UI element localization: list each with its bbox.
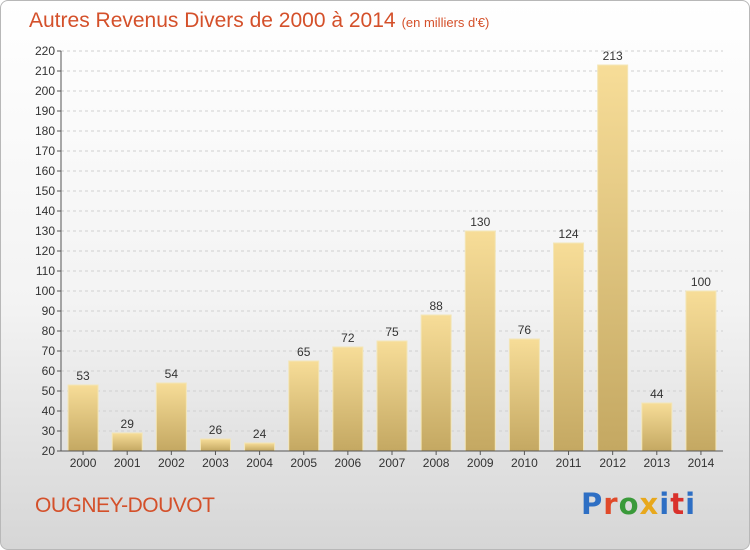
x-tick-label-2011: 2011	[556, 456, 582, 470]
y-tick-label: 220	[35, 44, 55, 58]
y-tick-label: 160	[35, 164, 55, 178]
proxiti-logo[interactable]: Proxiti	[581, 487, 696, 521]
bar-2009	[464, 230, 496, 452]
x-axis: 2000 2001 2002 2003 2004 2005 2006 2007 2008 2009…	[61, 450, 723, 470]
bar-2008	[420, 314, 452, 452]
chart-subtitle: (en milliers d'€)	[401, 15, 490, 30]
bar-2014	[685, 290, 717, 452]
logo-letter: t	[670, 487, 686, 521]
data-label-2006: 72	[341, 331, 355, 345]
y-tick-label: 130	[35, 224, 55, 238]
y-tick-label: 150	[35, 184, 55, 198]
y-tick-label: 170	[35, 144, 55, 158]
y-tick-label: 120	[35, 244, 55, 258]
data-label-2014: 100	[691, 275, 711, 289]
bar-2012	[597, 64, 629, 452]
data-label-2005: 65	[297, 345, 311, 359]
y-tick-label: 180	[35, 124, 55, 138]
bar-2006	[332, 346, 364, 452]
data-labels: 53 29 54 26 24 65 72 75 88 130 76 124 213 44 100	[76, 49, 711, 441]
x-tick-label-2009: 2009	[467, 456, 494, 470]
bar-2013	[641, 402, 673, 452]
y-tick-label: 50	[42, 384, 56, 398]
logo-letter: r	[603, 487, 619, 521]
logo-letter: i	[659, 487, 671, 521]
y-tick-label: 80	[42, 324, 56, 338]
logo-letter: i	[685, 487, 697, 521]
x-tick-label-2002: 2002	[158, 456, 185, 470]
bar-2002	[155, 382, 187, 452]
data-label-2008: 88	[429, 299, 443, 313]
y-tick-label: 30	[42, 424, 56, 438]
logo-letter: x	[639, 487, 660, 521]
x-tick-label-2006: 2006	[335, 456, 362, 470]
x-tick-label-2013: 2013	[643, 456, 670, 470]
bar-2004	[244, 442, 276, 452]
data-label-2009: 130	[470, 215, 490, 229]
bar-2011	[553, 242, 585, 452]
data-label-2000: 53	[76, 369, 90, 383]
chart-title-text: Autres Revenus Divers de 2000 à 2014	[29, 9, 396, 32]
y-tick-label: 100	[35, 284, 55, 298]
x-tick-label-2005: 2005	[290, 456, 317, 470]
bar-2010	[508, 338, 540, 452]
x-tick-label-2010: 2010	[511, 456, 538, 470]
x-tick-label-2001: 2001	[114, 456, 141, 470]
data-label-2012: 213	[603, 49, 623, 63]
y-tick-label: 200	[35, 84, 55, 98]
data-label-2003: 26	[209, 423, 223, 437]
data-label-2013: 44	[650, 387, 664, 401]
data-label-2010: 76	[518, 323, 532, 337]
y-tick-label: 60	[42, 364, 56, 378]
logo-letter: P	[581, 487, 604, 521]
x-tick-label-2014: 2014	[688, 456, 715, 470]
y-tick-label: 40	[42, 404, 56, 418]
y-tick-label: 140	[35, 204, 55, 218]
y-axis: 20 30 40 50 60 70 80 90 100 110 120 130 140 150 160 170…	[35, 44, 62, 458]
town-name: OUGNEY-DOUVOT	[35, 494, 215, 517]
bar-2007	[376, 340, 408, 452]
data-label-2002: 54	[165, 367, 179, 381]
y-tick-label: 190	[35, 104, 55, 118]
bar-2001	[111, 432, 143, 452]
x-tick-label-2003: 2003	[202, 456, 229, 470]
y-tick-label: 90	[42, 304, 56, 318]
bar-2003	[199, 438, 231, 452]
bar-2000	[67, 384, 99, 452]
y-tick-label: 70	[42, 344, 56, 358]
x-tick-label-2008: 2008	[423, 456, 450, 470]
y-tick-label: 20	[42, 444, 56, 458]
y-tick-label: 210	[35, 64, 55, 78]
data-label-2004: 24	[253, 427, 267, 441]
x-tick-label-2007: 2007	[379, 456, 406, 470]
data-label-2007: 75	[385, 325, 399, 339]
data-label-2001: 29	[121, 417, 135, 431]
data-label-2011: 124	[559, 227, 579, 241]
chart-title: Autres Revenus Divers de 2000 à 2014 (en …	[29, 9, 489, 33]
y-tick-label: 110	[36, 264, 55, 278]
bar-2005	[288, 360, 320, 452]
bars	[67, 64, 717, 452]
x-tick-label-2004: 2004	[246, 456, 273, 470]
logo-letter: o	[618, 487, 640, 521]
x-tick-label-2000: 2000	[70, 456, 97, 470]
x-tick-label-2012: 2012	[599, 456, 626, 470]
